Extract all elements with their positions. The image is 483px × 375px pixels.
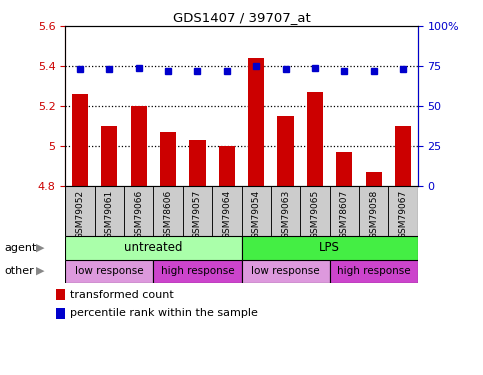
Text: percentile rank within the sample: percentile rank within the sample: [70, 309, 258, 318]
Text: GSM79063: GSM79063: [281, 190, 290, 239]
Text: agent: agent: [5, 243, 37, 253]
Text: GSM79065: GSM79065: [311, 190, 319, 239]
Bar: [278, 116, 294, 186]
Bar: [300, 186, 329, 236]
Text: GSM79057: GSM79057: [193, 190, 202, 239]
Text: GSM79066: GSM79066: [134, 190, 143, 239]
Text: GSM79064: GSM79064: [222, 190, 231, 239]
Bar: [65, 260, 154, 283]
Text: high response: high response: [161, 266, 234, 276]
Title: GDS1407 / 39707_at: GDS1407 / 39707_at: [172, 11, 311, 24]
Bar: [395, 126, 411, 186]
Bar: [242, 260, 330, 283]
Text: GSM79054: GSM79054: [252, 190, 261, 239]
Text: other: other: [5, 266, 35, 276]
Bar: [130, 106, 147, 186]
Text: ▶: ▶: [36, 243, 44, 253]
Bar: [329, 186, 359, 236]
Text: GSM78606: GSM78606: [164, 190, 172, 239]
Bar: [154, 260, 242, 283]
Text: LPS: LPS: [319, 242, 340, 254]
Bar: [72, 94, 88, 186]
Bar: [388, 186, 418, 236]
Text: ▶: ▶: [36, 266, 44, 276]
Text: GSM79052: GSM79052: [75, 190, 85, 239]
Bar: [160, 132, 176, 186]
Bar: [101, 126, 117, 186]
Bar: [65, 236, 242, 260]
Bar: [56, 308, 65, 319]
Bar: [242, 236, 418, 260]
Bar: [154, 186, 183, 236]
Bar: [248, 58, 264, 186]
Bar: [65, 186, 95, 236]
Bar: [359, 186, 388, 236]
Bar: [95, 186, 124, 236]
Bar: [189, 140, 205, 186]
Bar: [56, 289, 65, 300]
Text: GSM78607: GSM78607: [340, 190, 349, 239]
Bar: [307, 92, 323, 186]
Text: GSM79067: GSM79067: [398, 190, 408, 239]
Bar: [242, 186, 271, 236]
Text: GSM79061: GSM79061: [105, 190, 114, 239]
Bar: [366, 172, 382, 186]
Text: transformed count: transformed count: [70, 290, 174, 300]
Bar: [336, 152, 353, 186]
Bar: [271, 186, 300, 236]
Bar: [124, 186, 154, 236]
Text: untreated: untreated: [124, 242, 183, 254]
Bar: [219, 146, 235, 186]
Text: low response: low response: [251, 266, 320, 276]
Text: high response: high response: [337, 266, 411, 276]
Text: GSM79058: GSM79058: [369, 190, 378, 239]
Bar: [329, 260, 418, 283]
Bar: [183, 186, 212, 236]
Text: low response: low response: [75, 266, 143, 276]
Bar: [212, 186, 242, 236]
